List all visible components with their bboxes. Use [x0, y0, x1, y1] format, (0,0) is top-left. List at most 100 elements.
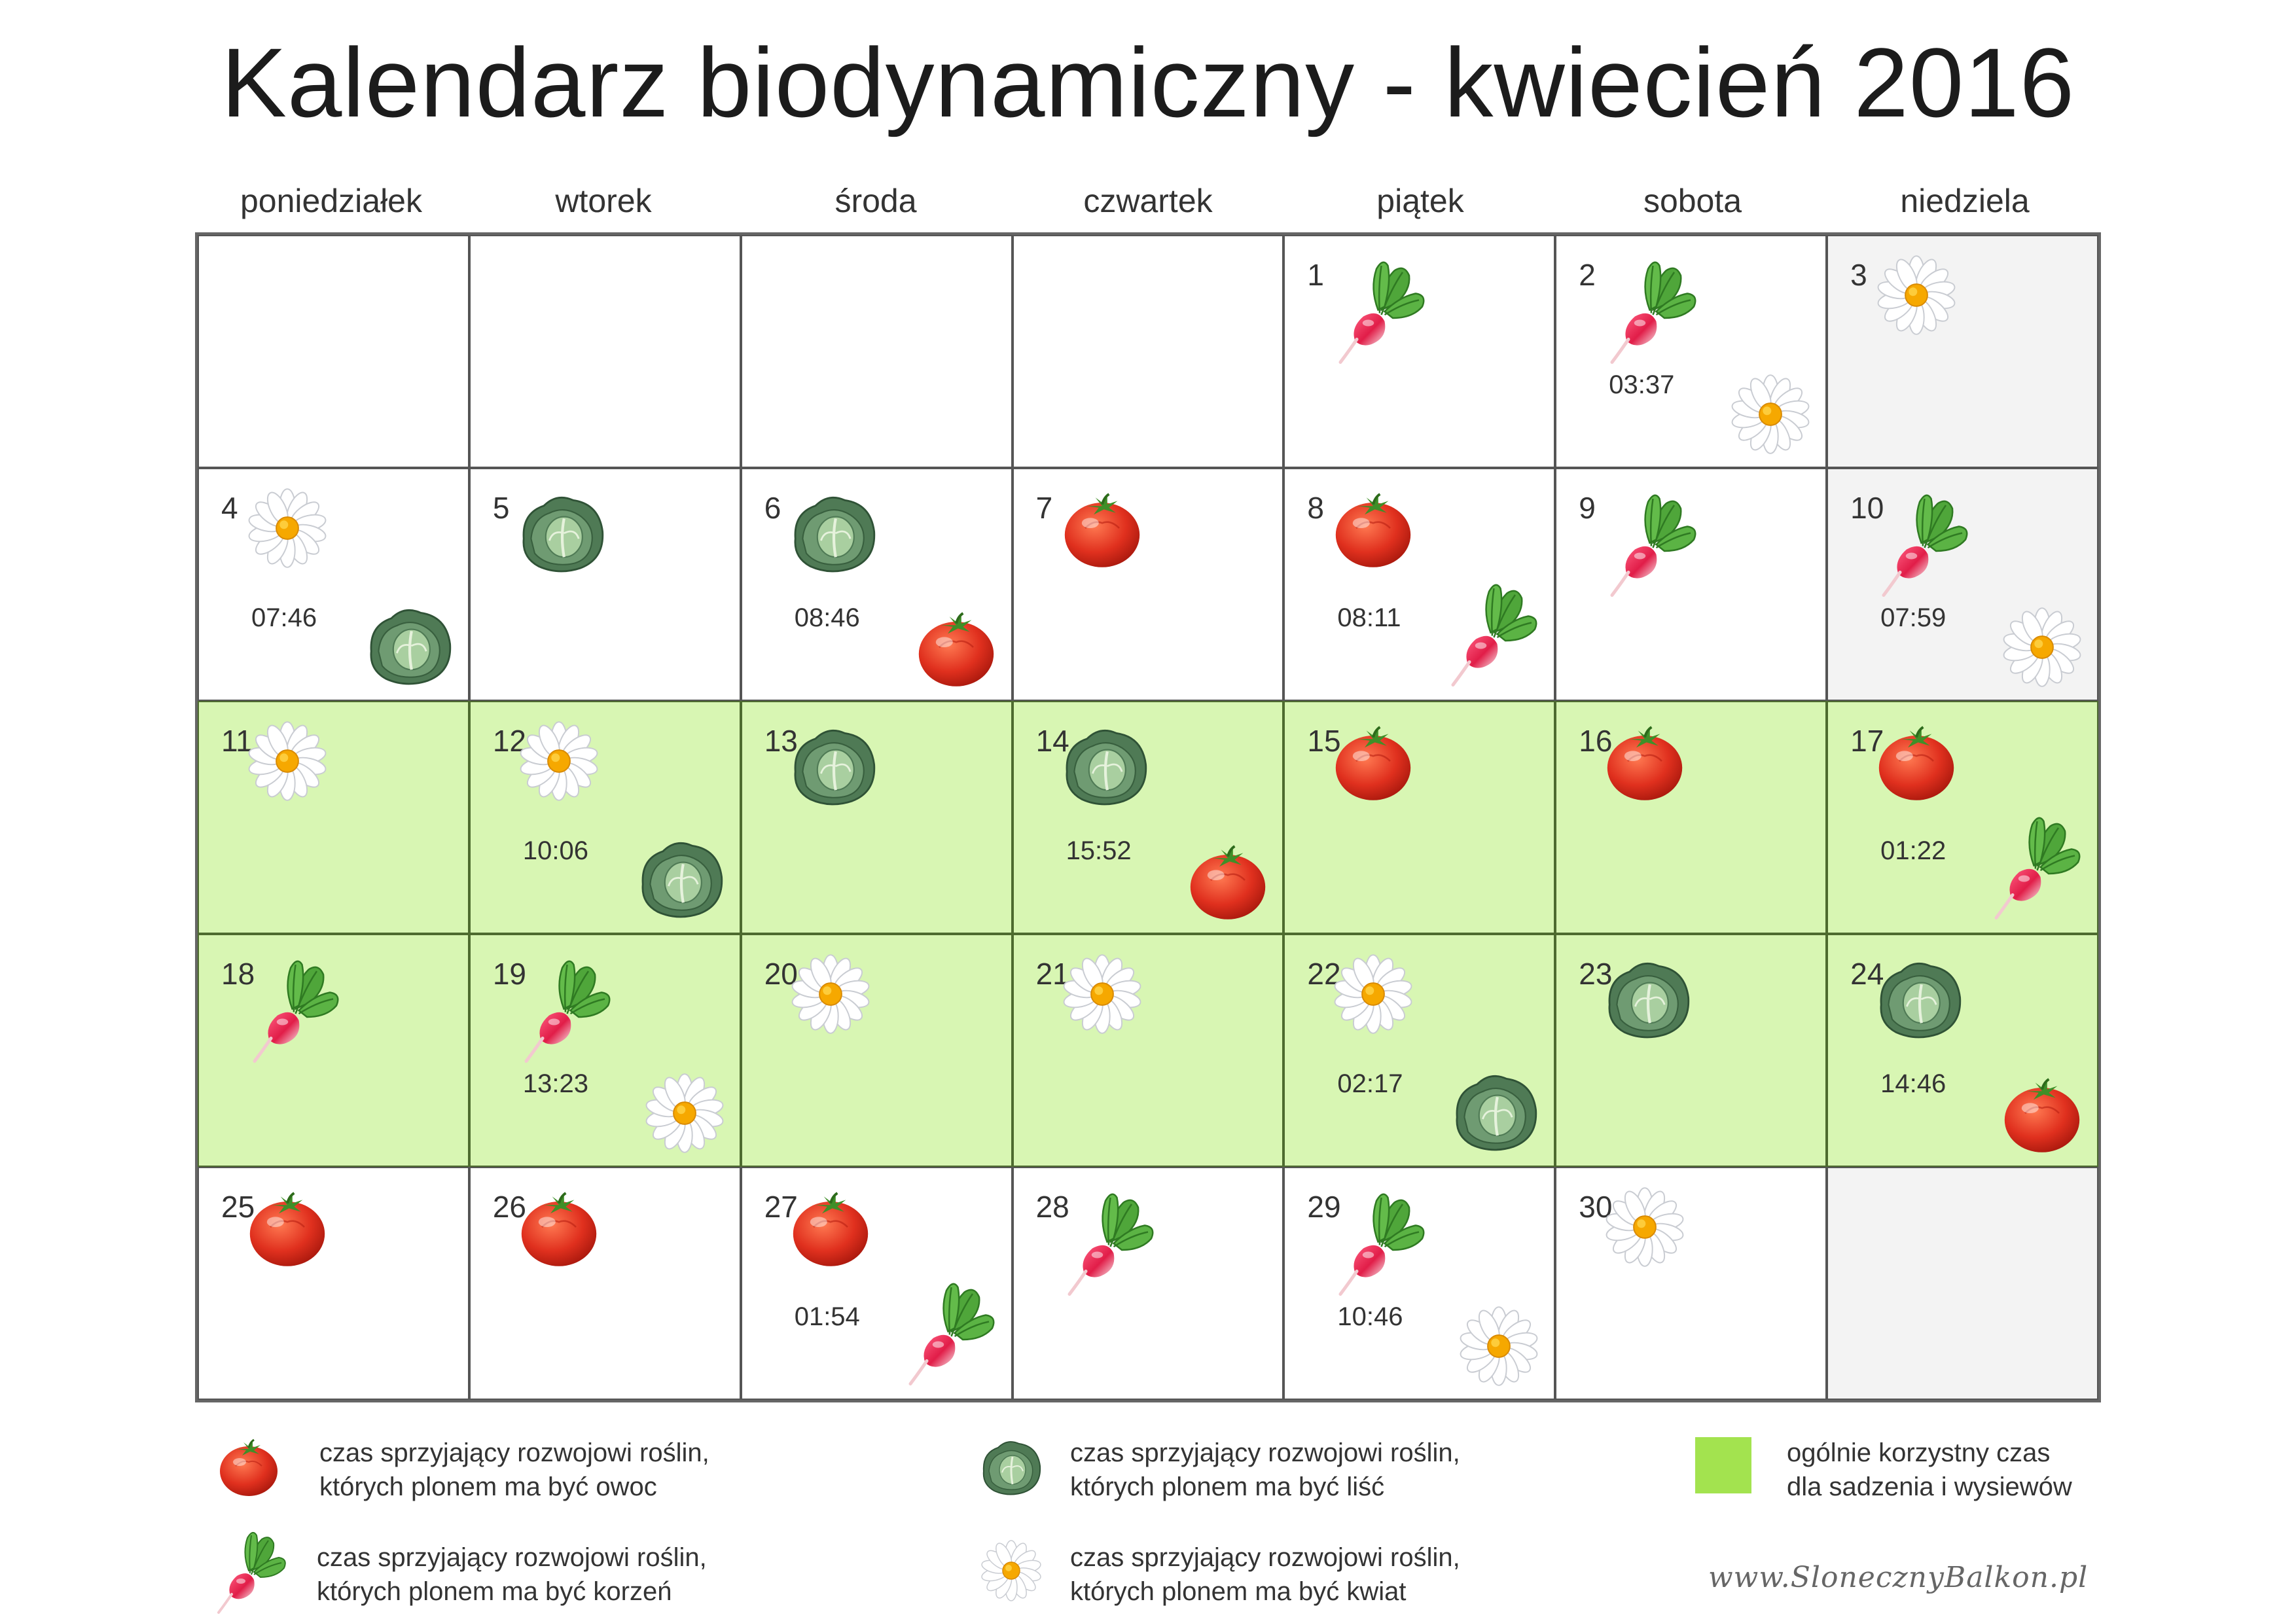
day-cell-27: 27 01:54 [740, 1167, 1013, 1400]
moon-time: 10:46 [1337, 1302, 1403, 1331]
cabbage-icon [1456, 1075, 1537, 1151]
day-number: 8 [1307, 491, 1325, 525]
day-cell-1: 1 [1283, 235, 1556, 468]
tomato-icon [1878, 726, 1954, 800]
tomato-icon [793, 1192, 868, 1266]
radish-icon [253, 960, 339, 1063]
day-cell-22: 22 02:17 [1283, 934, 1556, 1167]
day-number: 27 [764, 1190, 798, 1224]
moon-time: 03:37 [1609, 370, 1675, 399]
day-cell-12: 12 10:06 [469, 701, 741, 934]
radish-icon [908, 1283, 995, 1385]
day-cell-7: 7 [1012, 468, 1284, 701]
page-title: Kalendarz biodynamiczny - kwiecień 2016 [221, 27, 2075, 137]
day-number: 15 [1307, 724, 1341, 758]
day-cell-13: 13 [740, 701, 1013, 934]
day-number: 3 [1850, 258, 1867, 292]
legend-leaf-line2: których plonem ma być liść [1070, 1472, 1385, 1501]
day-cell-10: 10 07:59 [1827, 468, 2098, 701]
day-cell-28: 28 [1012, 1167, 1284, 1400]
tomato-icon [2004, 1078, 2080, 1152]
moon-time: 01:54 [794, 1302, 860, 1331]
daisy-icon [248, 721, 327, 801]
legend-root-line2: których plonem ma być korzeń [317, 1577, 672, 1606]
legend-good-line1: ogólnie korzystny czas [1787, 1438, 2051, 1467]
empty-cell [469, 235, 741, 468]
daisy-icon [645, 1073, 724, 1153]
day-cell-23: 23 [1555, 934, 1827, 1167]
empty-cell [1012, 235, 1284, 468]
tomato-icon [521, 1192, 597, 1266]
daisy-icon [1335, 954, 1412, 1034]
moon-time: 14:46 [1880, 1069, 1946, 1098]
cabbage-icon [641, 842, 723, 918]
day-cell-30: 30 [1555, 1167, 1827, 1400]
weekday-1: wtorek [555, 183, 652, 219]
radish-icon [1067, 1193, 1153, 1296]
day-number: 25 [221, 1190, 255, 1224]
tomato-icon [1064, 493, 1139, 567]
daisy-icon [520, 721, 598, 801]
day-cell-25: 25 [198, 1167, 469, 1400]
daisy-icon [1605, 1187, 1684, 1267]
day-cell-6: 6 08:46 [740, 468, 1013, 701]
cabbage-icon [370, 609, 452, 685]
day-number: 10 [1850, 491, 1884, 525]
website-link[interactable]: www.SlonecznyBalkon.pl [1708, 1561, 2089, 1594]
day-number: 18 [221, 957, 255, 991]
legend-flower-line2: których plonem ma być kwiat [1070, 1577, 1407, 1606]
day-number: 14 [1035, 724, 1069, 758]
day-number: 29 [1307, 1190, 1341, 1224]
tomato-icon [1607, 726, 1683, 800]
day-cell-21: 21 [1012, 934, 1284, 1167]
day-number: 11 [221, 724, 253, 758]
day-cell-5: 5 [469, 468, 741, 701]
daisy-icon [2003, 607, 2081, 687]
day-cell-29: 29 10:46 [1283, 1167, 1556, 1400]
day-cell-17: 17 01:22 [1827, 701, 2098, 934]
calendar-grid: 1 2 03:37 3 4 07:46 5 6 08:46 7 8 08:11 9 10 07:59 11 12… [195, 232, 2101, 1402]
tomato-icon [1336, 726, 1411, 800]
day-cell-3: 3 [1827, 235, 2098, 468]
daisy-icon [981, 1540, 1041, 1601]
radish-icon [1338, 1193, 1425, 1296]
cabbage-icon [982, 1441, 1041, 1495]
day-number: 17 [1850, 724, 1884, 758]
legend-leaf-line1: czas sprzyjający rozwojowi roślin, [1070, 1438, 1460, 1467]
legend-fruit-line2: których plonem ma być owoc [319, 1472, 657, 1501]
day-number: 24 [1850, 957, 1884, 991]
tomato-icon [220, 1438, 278, 1496]
legend-fruit-line1: czas sprzyjający rozwojowi roślin, [319, 1438, 709, 1467]
legend-flower-line1: czas sprzyjający rozwojowi roślin, [1070, 1543, 1460, 1572]
day-cell-24: 24 14:46 [1827, 934, 2098, 1167]
radish-icon [217, 1531, 286, 1614]
weekday-header: poniedziałek wtorek środa czwartek piątek sob… [195, 182, 2101, 234]
day-cell-11: 11 [198, 701, 469, 934]
day-number: 28 [1035, 1190, 1069, 1224]
radish-icon [1338, 261, 1425, 364]
cabbage-icon [794, 729, 875, 806]
day-number: 16 [1579, 724, 1613, 758]
radish-icon [1994, 817, 2081, 919]
cabbage-icon [522, 496, 603, 573]
radish-icon [1610, 261, 1696, 364]
moon-time: 01:22 [1880, 836, 1946, 865]
cabbage-icon [794, 496, 875, 573]
day-cell-26: 26 [469, 1167, 741, 1400]
day-cell-15: 15 [1283, 701, 1556, 934]
daisy-icon [248, 488, 327, 568]
moon-time: 02:17 [1337, 1069, 1403, 1098]
empty-cell [1827, 1167, 2098, 1400]
moon-time: 15:52 [1066, 836, 1132, 865]
radish-icon [1882, 494, 1968, 597]
day-number: 13 [764, 724, 798, 758]
tomato-icon [1190, 845, 1265, 919]
day-number: 23 [1579, 957, 1613, 991]
day-number: 5 [492, 491, 510, 525]
tomato-icon [1336, 493, 1411, 567]
weekday-4: piątek [1376, 183, 1464, 219]
day-cell-20: 20 [740, 934, 1013, 1167]
radish-icon [524, 960, 611, 1063]
daisy-icon [1460, 1306, 1538, 1386]
day-number: 7 [1035, 491, 1053, 525]
